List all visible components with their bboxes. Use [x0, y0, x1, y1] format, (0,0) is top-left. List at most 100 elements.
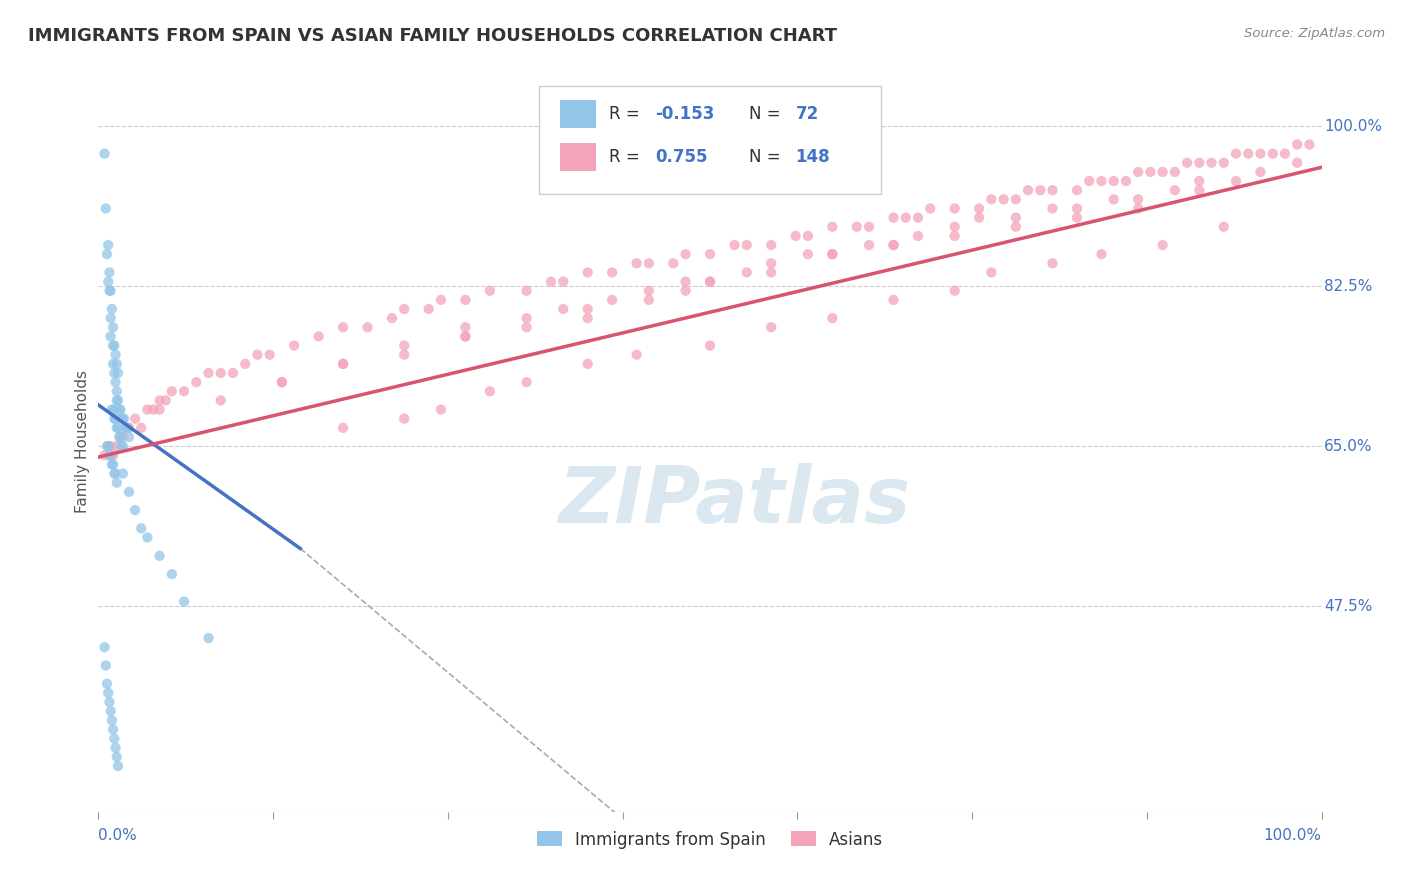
Point: [1115, 174, 1137, 188]
Point: [356, 320, 378, 334]
Point: [943, 219, 966, 234]
Point: [110, 430, 132, 444]
Point: [118, 484, 141, 499]
Point: [821, 247, 844, 261]
Point: [104, 375, 127, 389]
Point: [943, 202, 966, 216]
Point: [100, 704, 122, 718]
Point: [97, 439, 120, 453]
Point: [761, 256, 783, 270]
Point: [270, 375, 294, 389]
Point: [392, 411, 416, 425]
Point: [108, 402, 131, 417]
Point: [1102, 174, 1125, 188]
Point: [100, 439, 122, 453]
Point: [111, 467, 134, 481]
Point: [675, 247, 697, 261]
Point: [1212, 219, 1234, 234]
Point: [97, 686, 120, 700]
Point: [118, 421, 141, 435]
Point: [1139, 165, 1161, 179]
Point: [136, 402, 159, 417]
Point: [100, 448, 122, 462]
Point: [553, 301, 575, 316]
Point: [1078, 174, 1101, 188]
Text: R =: R =: [609, 105, 644, 123]
FancyBboxPatch shape: [560, 144, 596, 171]
Point: [96, 677, 118, 691]
Point: [105, 357, 128, 371]
Point: [233, 357, 256, 371]
Point: [1286, 137, 1309, 152]
Text: -0.153: -0.153: [655, 105, 714, 123]
Point: [1212, 155, 1234, 169]
Point: [845, 219, 868, 234]
Point: [101, 357, 124, 371]
Point: [115, 421, 138, 435]
Point: [98, 284, 121, 298]
Point: [553, 275, 575, 289]
Point: [1017, 183, 1039, 197]
Point: [821, 247, 844, 261]
Text: N =: N =: [749, 105, 786, 123]
Point: [1188, 155, 1211, 169]
Point: [197, 631, 219, 645]
Point: [103, 731, 125, 746]
Point: [1066, 202, 1088, 216]
Point: [97, 275, 120, 289]
Text: 100.0%: 100.0%: [1264, 828, 1322, 843]
Point: [515, 284, 537, 298]
Point: [222, 366, 245, 380]
Point: [735, 265, 758, 279]
Point: [103, 467, 125, 481]
Point: [626, 256, 648, 270]
Text: 100.0%: 100.0%: [1324, 119, 1382, 134]
Point: [101, 458, 124, 472]
Point: [246, 348, 269, 362]
Text: R =: R =: [609, 147, 644, 166]
Text: 47.5%: 47.5%: [1324, 599, 1372, 614]
Point: [883, 238, 905, 252]
Point: [259, 348, 281, 362]
Point: [515, 311, 537, 326]
Point: [101, 448, 124, 462]
Point: [699, 247, 721, 261]
Point: [761, 238, 783, 252]
Point: [94, 658, 117, 673]
Point: [1152, 238, 1174, 252]
Text: 0.0%: 0.0%: [98, 828, 138, 843]
Legend: Immigrants from Spain, Asians: Immigrants from Spain, Asians: [530, 824, 890, 855]
Point: [454, 329, 477, 343]
Point: [1286, 155, 1309, 169]
Point: [1201, 155, 1223, 169]
Point: [858, 238, 880, 252]
Point: [699, 275, 721, 289]
Point: [136, 531, 159, 545]
Point: [381, 311, 404, 326]
Point: [454, 320, 477, 334]
Point: [124, 503, 146, 517]
Point: [699, 338, 721, 352]
Point: [540, 275, 562, 289]
Point: [980, 265, 1002, 279]
Text: ZIPatlas: ZIPatlas: [558, 463, 911, 539]
Text: 82.5%: 82.5%: [1324, 278, 1372, 293]
FancyBboxPatch shape: [538, 87, 882, 194]
Point: [600, 265, 623, 279]
Text: N =: N =: [749, 147, 786, 166]
Point: [637, 256, 661, 270]
Point: [392, 348, 416, 362]
Point: [173, 384, 195, 399]
Point: [1066, 183, 1088, 197]
Point: [1042, 183, 1064, 197]
Point: [1225, 146, 1247, 161]
Point: [98, 265, 121, 279]
Point: [308, 329, 330, 343]
Point: [149, 549, 172, 563]
Point: [637, 293, 661, 307]
Point: [96, 439, 118, 453]
Point: [576, 311, 599, 326]
Text: 148: 148: [796, 147, 831, 166]
Text: 65.0%: 65.0%: [1324, 439, 1372, 454]
Point: [105, 475, 128, 490]
